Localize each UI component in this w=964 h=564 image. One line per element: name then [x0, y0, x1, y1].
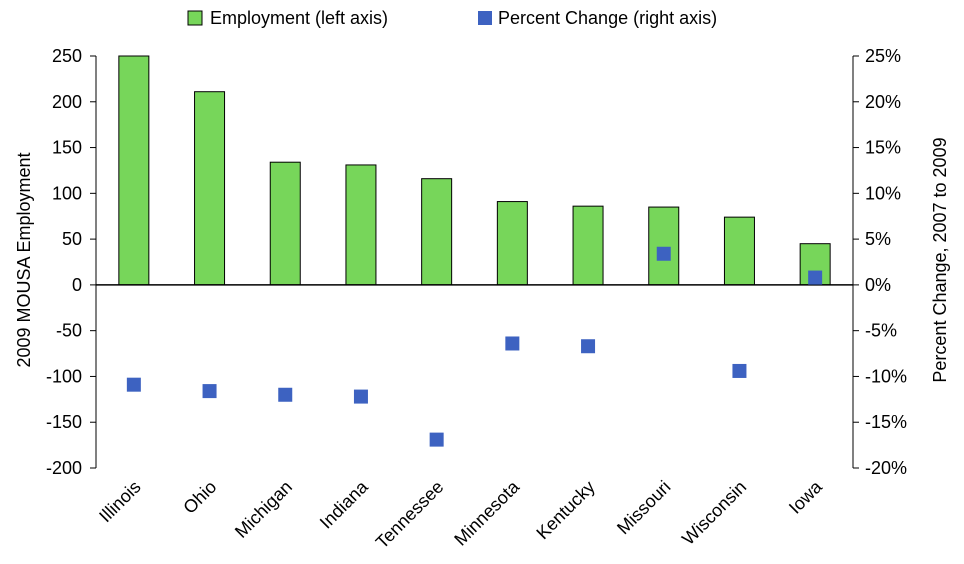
data-point [656, 246, 671, 261]
legend-swatch-employment [187, 10, 203, 26]
bar [648, 206, 680, 286]
y-axis-right: 25% 20% 15% 10% 5% 0% -5% -10% -15% -20% [852, 46, 907, 478]
x-axis-tick-label: Indiana [316, 476, 373, 533]
y-axis-left-tick-label: 50 [62, 229, 82, 249]
y-axis-right-tick-label: -15% [865, 412, 907, 432]
bar [496, 201, 528, 286]
y-axis-left-tick-label: -150 [46, 412, 82, 432]
bar [118, 55, 150, 286]
bar [421, 178, 453, 286]
x-axis-tick-label: Minnesota [450, 476, 524, 550]
data-point [808, 270, 823, 285]
x-axis-tick-label: Iowa [785, 476, 827, 518]
x-axis-tick-label: Kentucky [532, 477, 599, 544]
data-point [278, 387, 293, 402]
bar-series [118, 55, 831, 286]
legend-swatch-percent-change [478, 11, 492, 25]
y-axis-right-tick-label: 25% [865, 46, 901, 66]
y-axis-left-tick-label: -50 [56, 321, 82, 341]
legend-label-percent-change: Percent Change (right axis) [498, 8, 717, 28]
data-point [505, 336, 520, 351]
bar [345, 164, 377, 286]
y-axis-left-tick-label: -200 [46, 458, 82, 478]
x-axis-tick-label: Ohio [179, 477, 220, 518]
y-axis-left-title: 2009 MOUSA Employment [14, 152, 34, 367]
y-axis-left-tick-label: 100 [52, 183, 82, 203]
bar [269, 161, 301, 286]
x-axis-tick-label: Illinois [95, 477, 145, 527]
data-point [353, 389, 368, 404]
data-point [126, 377, 141, 392]
y-axis-left-tick-label: -100 [46, 366, 82, 386]
y-axis-left: 250 200 150 100 50 0 -50 -100 -150 -200 [46, 46, 97, 478]
y-axis-left-tick-label: 200 [52, 92, 82, 112]
x-axis-tick-label: Wisconsin [678, 477, 750, 549]
y-axis-right-tick-label: 5% [865, 229, 891, 249]
x-axis-tick-label: Michigan [231, 477, 296, 542]
y-axis-right-tick-label: -20% [865, 458, 907, 478]
data-point [581, 339, 596, 354]
y-axis-right-tick-label: 10% [865, 183, 901, 203]
legend-label-employment: Employment (left axis) [210, 8, 388, 28]
y-axis-right-tick-label: -10% [865, 366, 907, 386]
y-axis-right-tick-label: 15% [865, 138, 901, 158]
bar [194, 91, 226, 286]
y-axis-right-tick-label: 20% [865, 92, 901, 112]
data-point [732, 363, 747, 378]
x-axis-tick-label: Missouri [613, 477, 675, 539]
y-axis-right-tick-label: -5% [865, 321, 897, 341]
data-point [429, 432, 444, 447]
y-axis-right-title: Percent Change, 2007 to 2009 [930, 137, 950, 382]
point-series [126, 246, 823, 447]
x-axis-labels: Illinois Ohio Michigan Indiana Tennessee Minn… [95, 476, 827, 552]
bar [723, 216, 755, 286]
y-axis-left-tick-label: 0 [72, 275, 82, 295]
y-axis-left-tick-label: 150 [52, 138, 82, 158]
y-axis-right-tick-label: 0% [865, 275, 891, 295]
y-axis-left-tick-label: 250 [52, 46, 82, 66]
bar [572, 205, 604, 286]
legend: Employment (left axis) Percent Change (r… [187, 8, 717, 28]
data-point [202, 384, 217, 399]
x-axis-tick-label: Tennessee [372, 477, 448, 553]
